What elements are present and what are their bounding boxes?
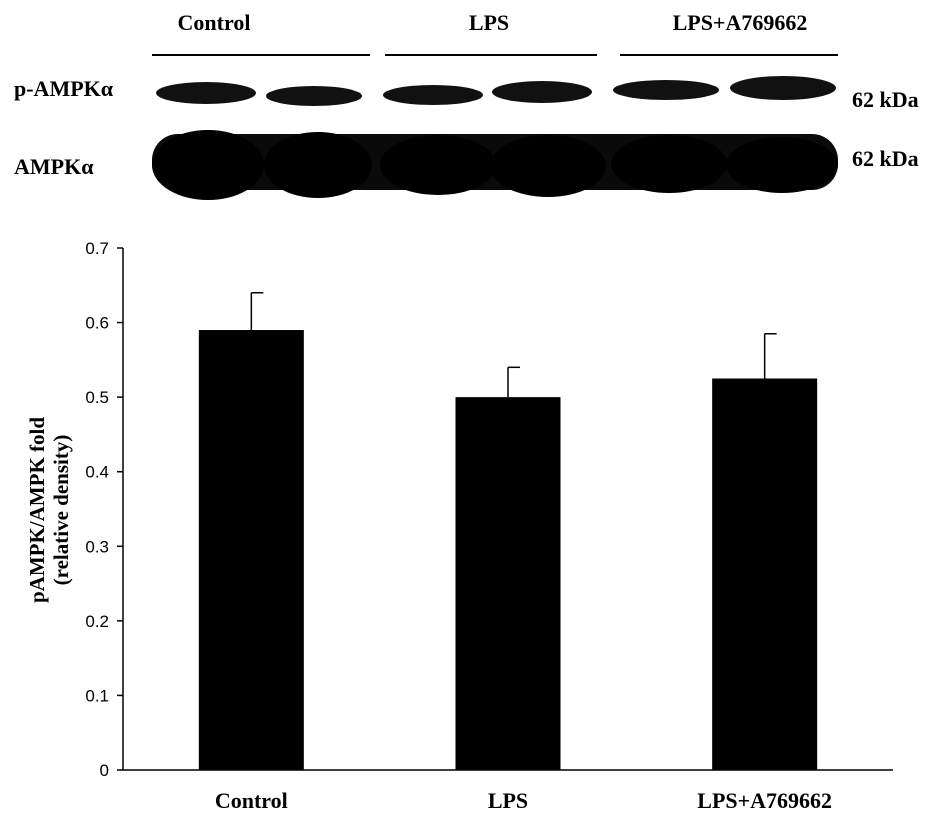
p-ampk-bands xyxy=(156,76,836,106)
blot-band xyxy=(611,135,727,193)
y-tick-label: 0 xyxy=(100,761,109,780)
y-tick-label: 0.2 xyxy=(85,612,109,631)
blot-row-label-p-ampk: p-AMPKα xyxy=(14,76,114,101)
blot-band xyxy=(156,82,256,104)
blot-band xyxy=(490,135,606,197)
western-blot-panel: Control LPS LPS+A769662 p-AMPKα AMPKα 62… xyxy=(14,10,919,200)
bar-lps-a769662 xyxy=(712,378,818,770)
y-tick-label: 0.3 xyxy=(85,537,109,556)
blot-group-label-control: Control xyxy=(178,10,251,35)
blot-group-label-lps-a769662: LPS+A769662 xyxy=(673,10,808,35)
x-category-label: LPS+A769662 xyxy=(697,788,832,813)
blot-row-label-ampk: AMPKα xyxy=(14,154,94,179)
y-axis-label-line-1: pAMPK/AMPK fold xyxy=(25,417,49,603)
x-axis-labels: Control LPS LPS+A769662 xyxy=(215,788,832,813)
bar-control xyxy=(198,330,304,770)
blot-band xyxy=(613,80,719,100)
bars xyxy=(198,291,818,770)
blot-band xyxy=(152,130,264,200)
ampk-bands xyxy=(152,130,838,200)
y-tick-label: 0.1 xyxy=(85,686,109,705)
bar-lps xyxy=(455,397,561,770)
y-tick-label: 0.7 xyxy=(85,239,109,258)
x-category-label: Control xyxy=(215,788,288,813)
blot-group-label-lps: LPS xyxy=(469,10,509,35)
blot-size-label-p-ampk: 62 kDa xyxy=(852,87,919,112)
x-category-label: LPS xyxy=(488,788,528,813)
blot-band xyxy=(383,85,483,105)
y-tick-label: 0.6 xyxy=(85,314,109,333)
y-axis-label: pAMPK/AMPK fold (relative density) xyxy=(25,417,73,603)
y-tick-label: 0.4 xyxy=(85,463,109,482)
bar-chart: pAMPK/AMPK fold (relative density) 0 0.1 0… xyxy=(25,239,893,813)
blot-size-label-ampk: 62 kDa xyxy=(852,146,919,171)
blot-band xyxy=(492,81,592,103)
y-tick-label: 0.5 xyxy=(85,388,109,407)
blot-band xyxy=(726,137,838,193)
y-axis-label-line-2: (relative density) xyxy=(49,435,73,586)
blot-band xyxy=(264,132,372,198)
blot-band xyxy=(266,86,362,106)
blot-band xyxy=(730,76,836,100)
blot-band xyxy=(380,135,496,195)
